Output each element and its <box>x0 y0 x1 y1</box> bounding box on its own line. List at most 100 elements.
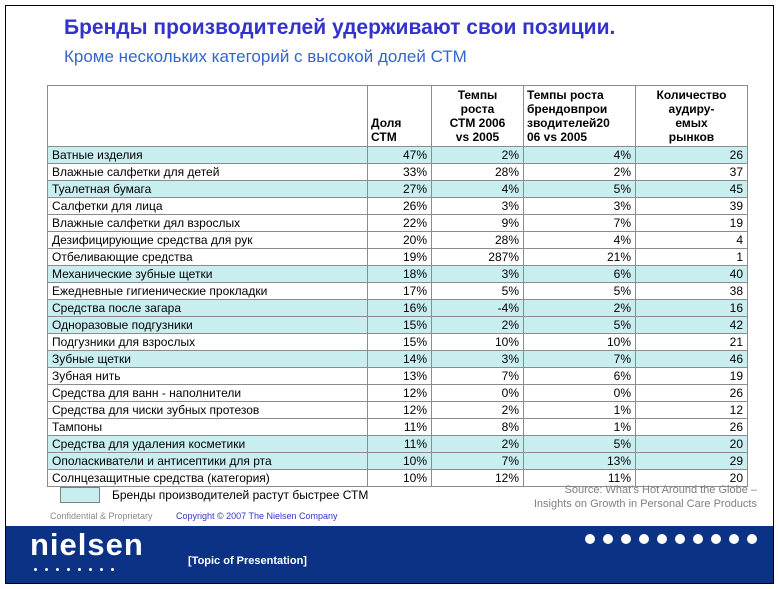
table-header-row: Доля СТМ Темпы роста СТМ 2006 vs 2005 Те… <box>47 85 748 147</box>
logo-dots <box>34 568 114 571</box>
cell-category: Солнцезащитные средства (категория) <box>47 469 368 487</box>
footer-bar: nielsen [Topic of Presentation] <box>6 526 773 583</box>
cell-ctm-growth: 12% <box>431 469 524 487</box>
dot <box>621 534 631 544</box>
dot <box>603 534 613 544</box>
cell-ctm-share: 12% <box>367 384 432 402</box>
cell-brand-growth: 1% <box>523 418 636 436</box>
cell-category: Ежедневные гигиенические прокладки <box>47 282 368 300</box>
dot <box>747 534 757 544</box>
cell-markets: 29 <box>635 452 748 470</box>
table-row: Солнцезащитные средства (категория) 10% 12… <box>47 469 748 487</box>
cell-category: Влажные салфетки для детей <box>47 163 368 181</box>
cell-ctm-share: 47% <box>367 146 432 164</box>
cell-ctm-growth: 28% <box>431 231 524 249</box>
cell-ctm-share: 33% <box>367 163 432 181</box>
table-row: Средства после загара 16% -4% 2% 16 <box>47 299 748 317</box>
col-header-ctm-share: Доля СТМ <box>367 85 432 147</box>
cell-brand-growth: 6% <box>523 367 636 385</box>
cell-markets: 16 <box>635 299 748 317</box>
cell-brand-growth: 11% <box>523 469 636 487</box>
cell-markets: 39 <box>635 197 748 215</box>
dot <box>56 568 59 571</box>
dot <box>675 534 685 544</box>
cell-category: Средства для чиски зубных протезов <box>47 401 368 419</box>
confidential-label: Confidential & Proprietary <box>50 511 153 521</box>
cell-category: Зубная нить <box>47 367 368 385</box>
cell-ctm-share: 15% <box>367 316 432 334</box>
cell-markets: 20 <box>635 435 748 453</box>
cell-brand-growth: 7% <box>523 350 636 368</box>
cell-brand-growth: 2% <box>523 299 636 317</box>
table-row: Ежедневные гигиенические прокладки 17% 5% 5… <box>47 282 748 300</box>
table-body: Ватные изделия 47% 2% 4% 26 Влажные салфетки … <box>47 146 748 487</box>
cell-ctm-growth: 4% <box>431 180 524 198</box>
cell-brand-growth: 5% <box>523 435 636 453</box>
cell-brand-growth: 0% <box>523 384 636 402</box>
table-row: Механические зубные щетки 18% 3% 6% 40 <box>47 265 748 283</box>
cell-category: Туалетная бумага <box>47 180 368 198</box>
cell-ctm-growth: 7% <box>431 452 524 470</box>
cell-ctm-growth: 8% <box>431 418 524 436</box>
cell-category: Ополаскиватели и антисептики для рта <box>47 452 368 470</box>
cell-markets: 12 <box>635 401 748 419</box>
cell-category: Средства для удаления косметики <box>47 435 368 453</box>
dot <box>657 534 667 544</box>
table-row: Влажные салфетки дял взрослых 22% 9% 7% 19 <box>47 214 748 232</box>
cell-ctm-growth: 2% <box>431 146 524 164</box>
cell-ctm-growth: 7% <box>431 367 524 385</box>
source-line-2: Insights on Growth in Personal Care Prod… <box>533 498 757 511</box>
cell-ctm-share: 26% <box>367 197 432 215</box>
cell-category: Зубные щетки <box>47 350 368 368</box>
dot <box>111 568 114 571</box>
dot <box>693 534 703 544</box>
cell-brand-growth: 2% <box>523 163 636 181</box>
table-row: Тампоны 11% 8% 1% 26 <box>47 418 748 436</box>
cell-ctm-growth: 3% <box>431 350 524 368</box>
cell-ctm-growth: 10% <box>431 333 524 351</box>
cell-markets: 26 <box>635 384 748 402</box>
cell-ctm-growth: 5% <box>431 282 524 300</box>
cell-ctm-share: 15% <box>367 333 432 351</box>
cell-markets: 42 <box>635 316 748 334</box>
cell-ctm-share: 12% <box>367 401 432 419</box>
cell-ctm-growth: -4% <box>431 299 524 317</box>
cell-category: Средства для ванн - наполнители <box>47 384 368 402</box>
cell-category: Одноразовые подгузники <box>47 316 368 334</box>
dot <box>67 568 70 571</box>
dot <box>45 568 48 571</box>
table-row: Одноразовые подгузники 15% 2% 5% 42 <box>47 316 748 334</box>
cell-ctm-growth: 2% <box>431 435 524 453</box>
cell-markets: 21 <box>635 333 748 351</box>
cell-markets: 19 <box>635 367 748 385</box>
cell-ctm-share: 16% <box>367 299 432 317</box>
cell-ctm-growth: 287% <box>431 248 524 266</box>
dot <box>34 568 37 571</box>
cell-ctm-share: 11% <box>367 418 432 436</box>
cell-markets: 38 <box>635 282 748 300</box>
cell-brand-growth: 1% <box>523 401 636 419</box>
table-row: Средства для ванн - наполнители 12% 0% 0% 26 <box>47 384 748 402</box>
table-row: Зубные щетки 14% 3% 7% 46 <box>47 350 748 368</box>
cell-brand-growth: 4% <box>523 231 636 249</box>
dot <box>89 568 92 571</box>
cell-brand-growth: 10% <box>523 333 636 351</box>
source-line-1: Source: What’s Hot Around the Globe – <box>564 484 757 496</box>
page-subtitle: Кроме нескольких категорий с высокой дол… <box>64 47 467 66</box>
cell-category: Влажные салфетки дял взрослых <box>47 214 368 232</box>
table-row: Отбеливающие средства 19% 287% 21% 1 <box>47 248 748 266</box>
topic-label: [Topic of Presentation] <box>188 555 307 567</box>
cell-ctm-growth: 2% <box>431 316 524 334</box>
table-row: Салфетки для лица 26% 3% 3% 39 <box>47 197 748 215</box>
page-title: Бренды производителей удерживают свои по… <box>64 16 616 39</box>
table-row: Подгузники для взрослых 15% 10% 10% 21 <box>47 333 748 351</box>
cell-markets: 4 <box>635 231 748 249</box>
col-header-ctm-growth: Темпы роста СТМ 2006 vs 2005 <box>431 85 524 147</box>
cell-ctm-share: 10% <box>367 469 432 487</box>
slide: Бренды производителей удерживают свои по… <box>5 5 774 584</box>
cell-brand-growth: 13% <box>523 452 636 470</box>
cell-ctm-share: 27% <box>367 180 432 198</box>
cell-markets: 40 <box>635 265 748 283</box>
cell-brand-growth: 6% <box>523 265 636 283</box>
cell-category: Средства после загара <box>47 299 368 317</box>
